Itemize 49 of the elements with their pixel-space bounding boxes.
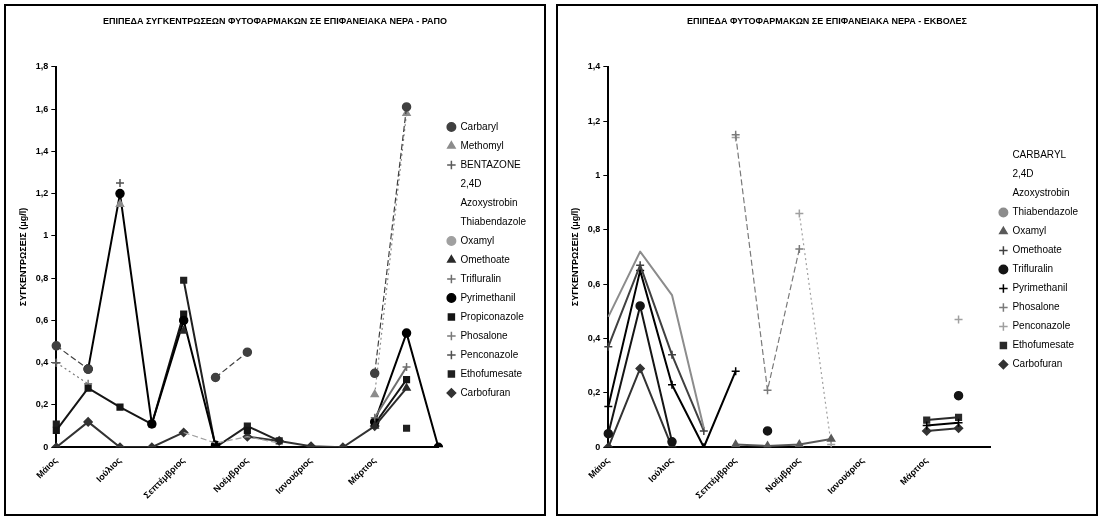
y-tick-label: 0 [43,441,49,452]
legend-label: Phosalone [1012,301,1061,313]
y-tick-label: 1,2 [35,188,49,199]
legend-label: Omethoate [460,253,511,265]
legend-label: Ethofumesate [1012,339,1075,351]
legend-label: Pyrimethanil [460,291,516,303]
y-axis-title: ΣΥΓΚΕΝΤΡΩΣΕΙΣ (μg/l) [569,207,580,307]
y-tick-label: 0 [595,441,601,452]
text: Azoxystrobin [1012,187,1070,199]
legend-label: Oxamyl [1012,225,1047,237]
legend-label: Methomyl [460,139,504,151]
legend-label: Penconazole [1012,320,1071,332]
y-tick-label: 0,8 [587,224,601,235]
y-tick-label: 0,2 [587,387,601,398]
y-tick-label: 0,2 [35,399,49,410]
y-tick-label: 0,4 [35,357,49,368]
y-tick-label: 1,4 [35,145,49,156]
legend-label: Omethoate [1012,244,1063,256]
legend-label: Penconazole [460,348,519,360]
text: CARBARYL [1012,149,1067,161]
y-tick-label: 0,4 [587,333,601,344]
legend-label: Oxamyl [460,234,495,246]
legend-label: Carbofuran [1012,358,1063,370]
chart-title: ΕΠΙΠΕΔΑ ΣΥΓΚΕΝΤΡΩΣΕΩΝ ΦΥΤΟΦΑΡΜΑΚΩΝ ΣΕ ΕΠΙΦΑΝΕΙΑΚΑ ΝΕΡΑ - ΡΑΠΟ [102,15,448,26]
y-tick-label: 1,4 [587,61,601,72]
y-tick-label: 1,8 [35,61,49,72]
legend-label: Carbaryl [460,120,499,132]
y-tick-label: 1 [43,230,49,241]
y-tick-label: 1 [595,169,601,180]
legend-label: Ethofumesate [460,367,523,379]
y-tick-label: 0,6 [587,278,601,289]
y-tick-label: 1,6 [35,103,49,114]
text: 2,4D [1012,168,1034,180]
legend-label: Thiabendazole [1012,206,1079,218]
y-axis-title: ΣΥΓΚΕΝΤΡΩΣΕΙΣ (μg/l) [17,207,28,307]
legend-label: Phosalone [460,329,509,341]
text: Thiabendazole [460,215,527,227]
legend-label: Propiconazole [460,310,525,322]
text: 2,4D [460,177,482,189]
legend-label: BENTAZONE [460,158,522,170]
legend-label: Pyrimethanil [1012,282,1068,294]
legend-label: Trifluralin [1012,263,1054,275]
y-tick-label: 0,6 [35,314,49,325]
legend-label: Carbofuran [460,386,511,398]
chart-title: ΕΠΙΠΕΔΑ ΦΥΤΟΦΑΡΜΑΚΩΝ ΣΕ ΕΠΙΦΑΝΕΙΑΚΑ ΝΕΡΑ - ΕΚΒΟΛΕΣ [687,15,968,26]
legend-label: Trifluralin [460,272,502,284]
y-tick-label: 1,2 [587,115,601,126]
text: Azoxystrobin [460,196,518,208]
y-tick-label: 0,8 [35,272,49,283]
